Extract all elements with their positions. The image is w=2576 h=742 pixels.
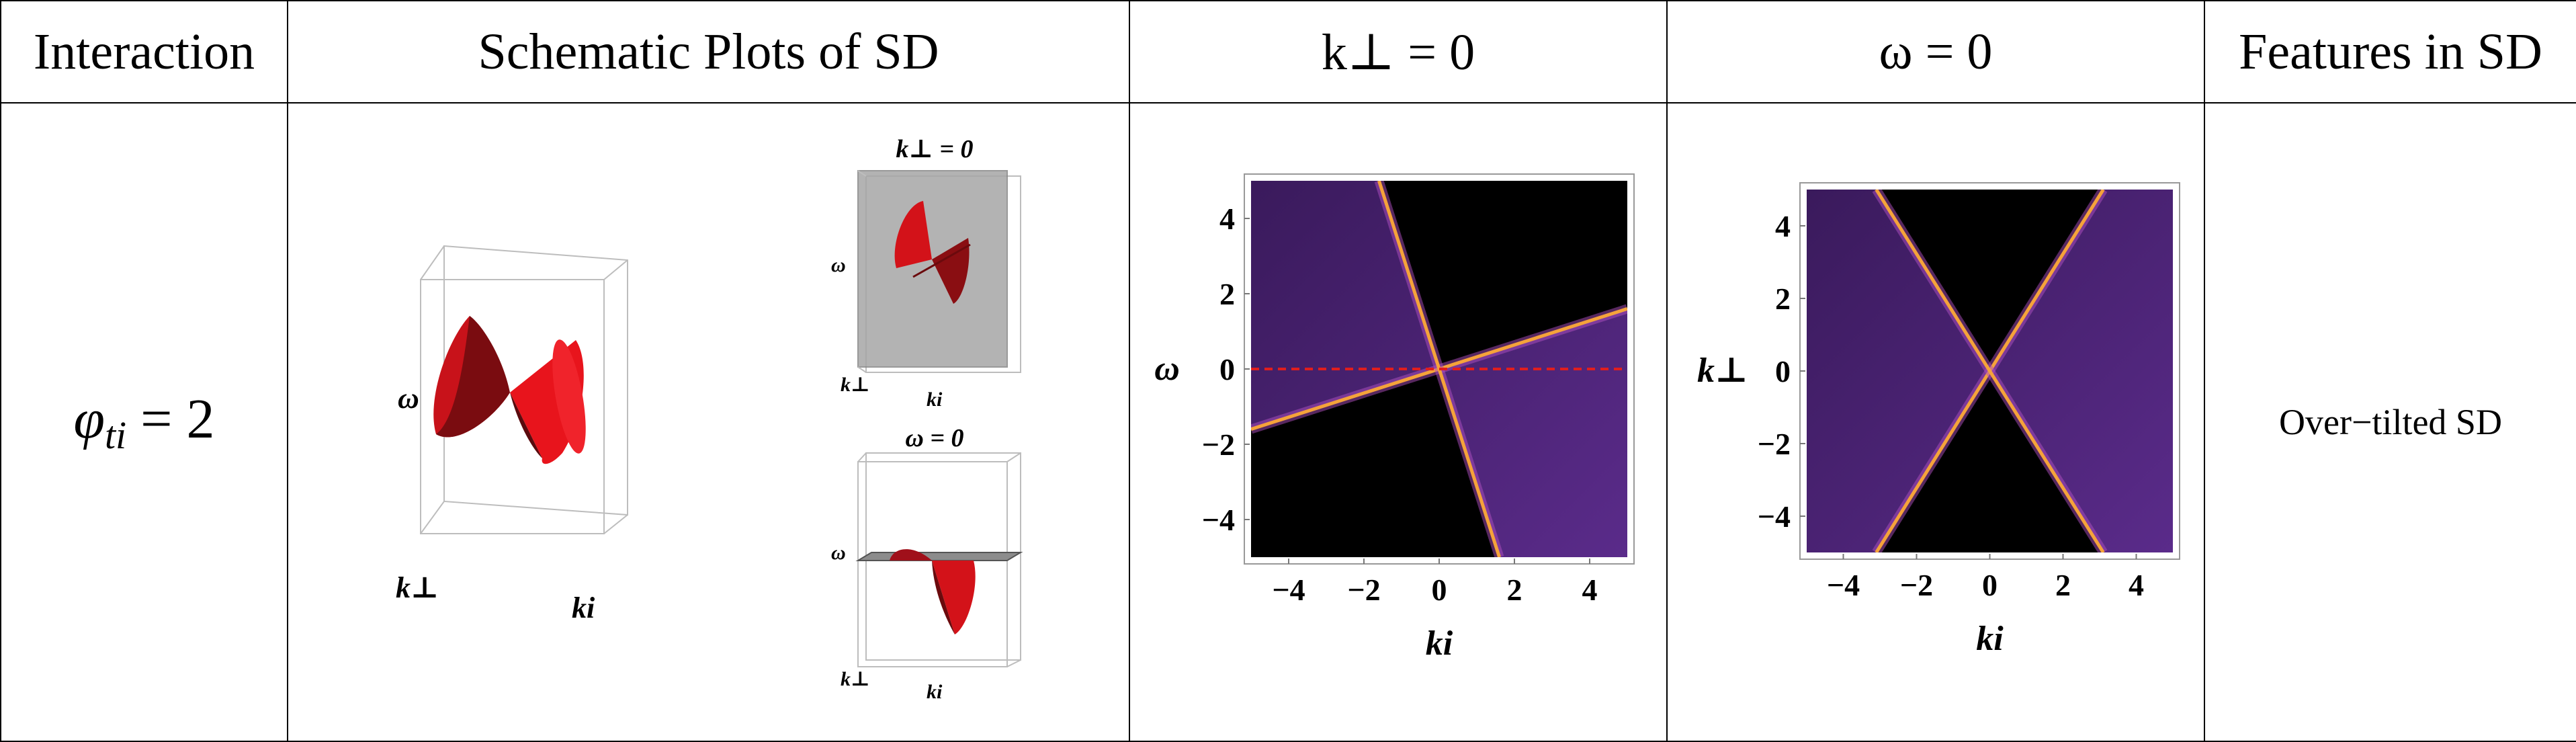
x-tick-label: 2 <box>1507 573 1522 607</box>
black-region <box>1251 369 1500 557</box>
x-tick-label: −4 <box>1272 573 1305 607</box>
top-kperp-label: k⊥ <box>841 374 870 396</box>
x-tick-label: 4 <box>2129 568 2144 602</box>
slice-top-title: k⊥ = 0 <box>896 135 973 163</box>
x-tick-label: −2 <box>1900 568 1933 602</box>
y-tick-label: −2 <box>1758 427 1791 461</box>
data-row: φti = 2 <box>0 102 2576 742</box>
feature-cell: Over−tilted SD <box>2204 102 2576 742</box>
y-tick-label: 0 <box>1775 354 1791 388</box>
schematic-svg: ω k⊥ ki k⊥ = 0 ω k⊥ <box>396 135 1023 703</box>
header-omega-zero: ω = 0 <box>1666 0 2205 104</box>
bottom-small-box <box>857 452 1021 667</box>
black-region <box>1379 181 1627 369</box>
kperp-plot-cell: −4 −2 0 2 4 −4 −2 0 2 4 ki ω <box>1129 102 1668 742</box>
big-ki-label: ki <box>572 591 595 624</box>
y-tick-label: −4 <box>1758 499 1791 534</box>
y-axis-label: ω <box>1154 349 1180 388</box>
black-region <box>1876 371 2104 552</box>
x-tick-label: 4 <box>1582 573 1598 607</box>
y-tick-label: 4 <box>1775 209 1791 243</box>
omega-plot-cell: −4 −2 0 2 4 −4 −2 0 2 4 ki k⊥ <box>1666 102 2205 742</box>
y-tick-label: 2 <box>1775 282 1791 316</box>
x-tick-label: 2 <box>2055 568 2071 602</box>
top-omega-label: ω <box>831 254 846 276</box>
header-kperp-zero: k⊥ = 0 <box>1129 0 1668 104</box>
y-tick-label: 0 <box>1219 352 1235 386</box>
header-schematic: Schematic Plots of SD <box>287 0 1130 104</box>
interaction-value: φti = 2 <box>73 388 215 457</box>
bright-edge <box>1875 190 2105 552</box>
top-small-box <box>857 170 1021 373</box>
y-tick-label: −2 <box>1202 427 1235 462</box>
y-axis-label: k⊥ <box>1697 352 1748 390</box>
bottom-kperp-label: k⊥ <box>841 668 870 690</box>
x-tick-label: −4 <box>1827 568 1860 602</box>
feature-text: Over−tilted SD <box>2279 402 2502 442</box>
y-tick-label: 4 <box>1219 202 1235 236</box>
interaction-cell: φti = 2 <box>0 102 288 742</box>
heatmap-field <box>1251 181 1627 557</box>
x-tick-label: 0 <box>1982 568 1998 602</box>
heatmap-field <box>1807 190 2173 552</box>
big-omega-label: ω <box>398 382 419 415</box>
kperp-zero-heatmap: −4 −2 0 2 4 −4 −2 0 2 4 ki ω <box>1154 173 1635 663</box>
black-region <box>1876 190 2104 371</box>
bottom-omega-label: ω <box>831 542 846 564</box>
header-row: Interaction Schematic Plots of SD k⊥ = 0… <box>0 0 2576 104</box>
schematic-cell: ω k⊥ ki k⊥ = 0 ω k⊥ <box>287 102 1130 742</box>
big-double-cone <box>433 316 586 464</box>
big-kperp-label: k⊥ <box>396 571 439 604</box>
bottom-ki-label: ki <box>927 681 943 703</box>
bottom-slab-and-cone <box>855 549 1023 634</box>
header-interaction: Interaction <box>0 0 288 104</box>
x-tick-label: −2 <box>1347 573 1380 607</box>
header-features: Features in SD <box>2204 0 2576 104</box>
omega-zero-heatmap: −4 −2 0 2 4 −4 −2 0 2 4 ki k⊥ <box>1697 182 2180 658</box>
top-ki-label: ki <box>927 388 943 411</box>
y-tick-label: 2 <box>1219 277 1235 311</box>
y-tick-label: −4 <box>1202 503 1235 537</box>
slice-bottom-title: ω = 0 <box>905 424 963 452</box>
x-axis-label: ki <box>1426 624 1453 663</box>
x-axis-label: ki <box>1976 620 2004 658</box>
x-tick-label: 0 <box>1432 573 1447 607</box>
